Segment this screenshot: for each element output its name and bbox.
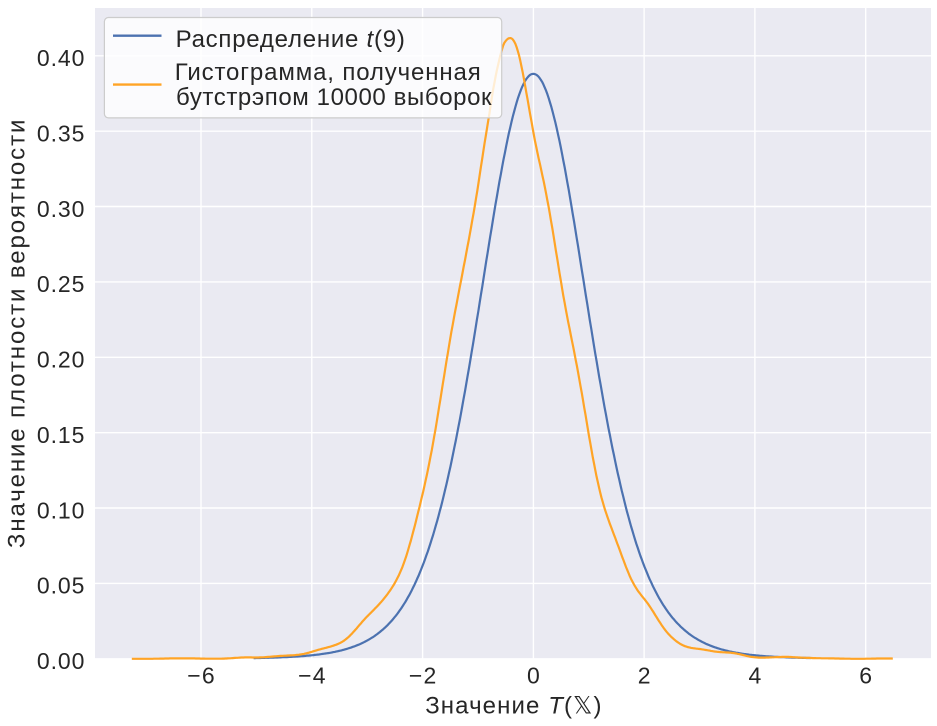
svg-text:0.35: 0.35 — [37, 121, 85, 147]
svg-text:−6: −6 — [187, 663, 216, 689]
svg-text:Значение плотности вероятности: Значение плотности вероятности — [4, 118, 31, 548]
svg-text:0.05: 0.05 — [37, 573, 85, 599]
svg-text:0.25: 0.25 — [37, 271, 85, 297]
svg-text:0.20: 0.20 — [37, 347, 85, 373]
svg-text:Гистограмма, полученная: Гистограмма, полученная — [175, 59, 482, 86]
svg-text:−4: −4 — [298, 663, 327, 689]
svg-text:0: 0 — [527, 663, 541, 689]
svg-text:Значение T(𝕏): Значение T(𝕏) — [425, 692, 602, 719]
svg-text:0.40: 0.40 — [37, 45, 85, 71]
svg-text:Распределение t(9): Распределение t(9) — [176, 26, 406, 53]
svg-text:−2: −2 — [409, 663, 438, 689]
svg-text:0.30: 0.30 — [37, 196, 85, 222]
svg-text:0.15: 0.15 — [37, 422, 85, 448]
svg-text:2: 2 — [638, 663, 652, 689]
svg-text:0.00: 0.00 — [37, 648, 85, 674]
svg-text:0.10: 0.10 — [37, 497, 85, 523]
svg-text:бутстрэпом 10000 выборок: бутстрэпом 10000 выборок — [176, 84, 492, 111]
svg-text:4: 4 — [749, 663, 763, 689]
svg-text:6: 6 — [859, 663, 873, 689]
